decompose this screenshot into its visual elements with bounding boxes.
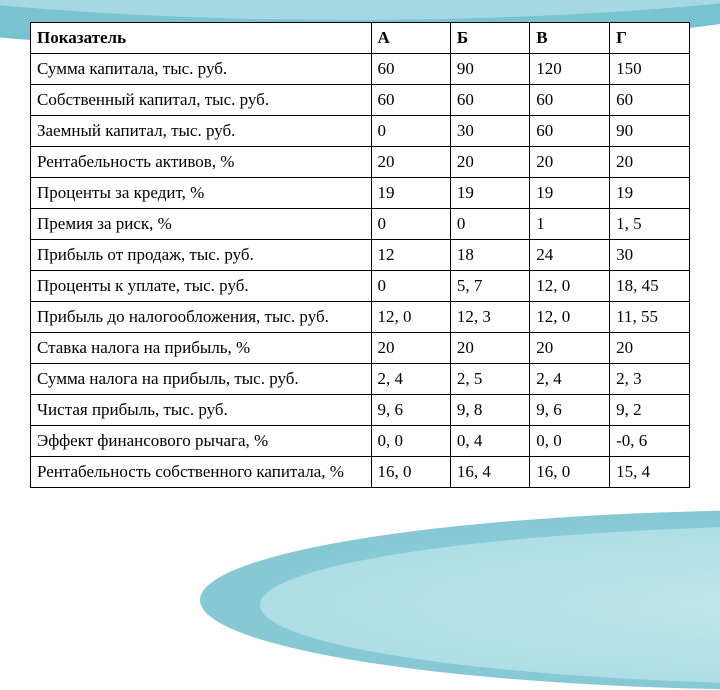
table-row: Рентабельность собственного капитала, % …	[31, 457, 690, 488]
data-table: Показатель А Б В Г Сумма капитала, тыс. …	[30, 22, 690, 488]
row-label: Чистая прибыль, тыс. руб.	[31, 395, 372, 426]
row-label: Рентабельность собственного капитала, %	[31, 457, 372, 488]
cell: 16, 0	[371, 457, 450, 488]
cell: 0, 4	[450, 426, 529, 457]
cell: 2, 4	[371, 364, 450, 395]
cell: 12	[371, 240, 450, 271]
cell: 0	[450, 209, 529, 240]
row-label: Проценты к уплате, тыс. руб.	[31, 271, 372, 302]
cell: 0	[371, 116, 450, 147]
cell: 20	[450, 333, 529, 364]
table-row: Эффект финансового рычага, % 0, 0 0, 4 0…	[31, 426, 690, 457]
table-header-row: Показатель А Б В Г	[31, 23, 690, 54]
cell: 19	[371, 178, 450, 209]
row-label: Сумма налога на прибыль, тыс. руб.	[31, 364, 372, 395]
cell: 19	[530, 178, 610, 209]
cell: 1	[530, 209, 610, 240]
table-row: Рентабельность активов, % 20 20 20 20	[31, 147, 690, 178]
table-row: Сумма налога на прибыль, тыс. руб. 2, 4 …	[31, 364, 690, 395]
data-table-container: Показатель А Б В Г Сумма капитала, тыс. …	[30, 22, 690, 488]
cell: 90	[450, 54, 529, 85]
cell: 0, 0	[371, 426, 450, 457]
cell: 20	[371, 147, 450, 178]
cell: 20	[371, 333, 450, 364]
header-col-v: В	[530, 23, 610, 54]
cell: 2, 3	[610, 364, 690, 395]
slide-background: Показатель А Б В Г Сумма капитала, тыс. …	[0, 0, 720, 540]
cell: 30	[450, 116, 529, 147]
cell: 1, 5	[610, 209, 690, 240]
table-row: Прибыль до налогообложения, тыс. руб. 12…	[31, 302, 690, 333]
cell: 18	[450, 240, 529, 271]
table-row: Ставка налога на прибыль, % 20 20 20 20	[31, 333, 690, 364]
row-label: Заемный капитал, тыс. руб.	[31, 116, 372, 147]
table-row: Проценты к уплате, тыс. руб. 0 5, 7 12, …	[31, 271, 690, 302]
cell: 60	[610, 85, 690, 116]
cell: 9, 6	[530, 395, 610, 426]
cell: 24	[530, 240, 610, 271]
table-row: Собственный капитал, тыс. руб. 60 60 60 …	[31, 85, 690, 116]
cell: 12, 3	[450, 302, 529, 333]
cell: 16, 0	[530, 457, 610, 488]
cell: 12, 0	[371, 302, 450, 333]
cell: 2, 4	[530, 364, 610, 395]
cell: 20	[610, 333, 690, 364]
row-label: Премия за риск, %	[31, 209, 372, 240]
cell: 90	[610, 116, 690, 147]
cell: 9, 2	[610, 395, 690, 426]
cell: 18, 45	[610, 271, 690, 302]
cell: 19	[450, 178, 529, 209]
cell: 5, 7	[450, 271, 529, 302]
cell: 60	[530, 85, 610, 116]
cell: 60	[371, 85, 450, 116]
cell: 150	[610, 54, 690, 85]
cell: 0	[371, 209, 450, 240]
cell: 9, 6	[371, 395, 450, 426]
cell: 19	[610, 178, 690, 209]
row-label: Проценты за кредит, %	[31, 178, 372, 209]
cell: 20	[610, 147, 690, 178]
header-col-b: Б	[450, 23, 529, 54]
row-label: Эффект финансового рычага, %	[31, 426, 372, 457]
row-label: Ставка налога на прибыль, %	[31, 333, 372, 364]
cell: 9, 8	[450, 395, 529, 426]
cell: 120	[530, 54, 610, 85]
table-row: Сумма капитала, тыс. руб. 60 90 120 150	[31, 54, 690, 85]
row-label: Прибыль до налогообложения, тыс. руб.	[31, 302, 372, 333]
cell: 30	[610, 240, 690, 271]
cell: -0, 6	[610, 426, 690, 457]
cell: 60	[450, 85, 529, 116]
cell: 20	[530, 333, 610, 364]
cell: 12, 0	[530, 302, 610, 333]
table-row: Чистая прибыль, тыс. руб. 9, 6 9, 8 9, 6…	[31, 395, 690, 426]
header-indicator: Показатель	[31, 23, 372, 54]
cell: 20	[530, 147, 610, 178]
cell: 0, 0	[530, 426, 610, 457]
table-row: Заемный капитал, тыс. руб. 0 30 60 90	[31, 116, 690, 147]
cell: 11, 55	[610, 302, 690, 333]
cell: 60	[371, 54, 450, 85]
header-col-a: А	[371, 23, 450, 54]
row-label: Прибыль от продаж, тыс. руб.	[31, 240, 372, 271]
cell: 2, 5	[450, 364, 529, 395]
table-row: Прибыль от продаж, тыс. руб. 12 18 24 30	[31, 240, 690, 271]
row-label: Сумма капитала, тыс. руб.	[31, 54, 372, 85]
cell: 0	[371, 271, 450, 302]
cell: 12, 0	[530, 271, 610, 302]
cell: 16, 4	[450, 457, 529, 488]
cell: 60	[530, 116, 610, 147]
table-row: Проценты за кредит, % 19 19 19 19	[31, 178, 690, 209]
cell: 20	[450, 147, 529, 178]
table-row: Премия за риск, % 0 0 1 1, 5	[31, 209, 690, 240]
cell: 15, 4	[610, 457, 690, 488]
row-label: Рентабельность активов, %	[31, 147, 372, 178]
row-label: Собственный капитал, тыс. руб.	[31, 85, 372, 116]
header-col-g: Г	[610, 23, 690, 54]
